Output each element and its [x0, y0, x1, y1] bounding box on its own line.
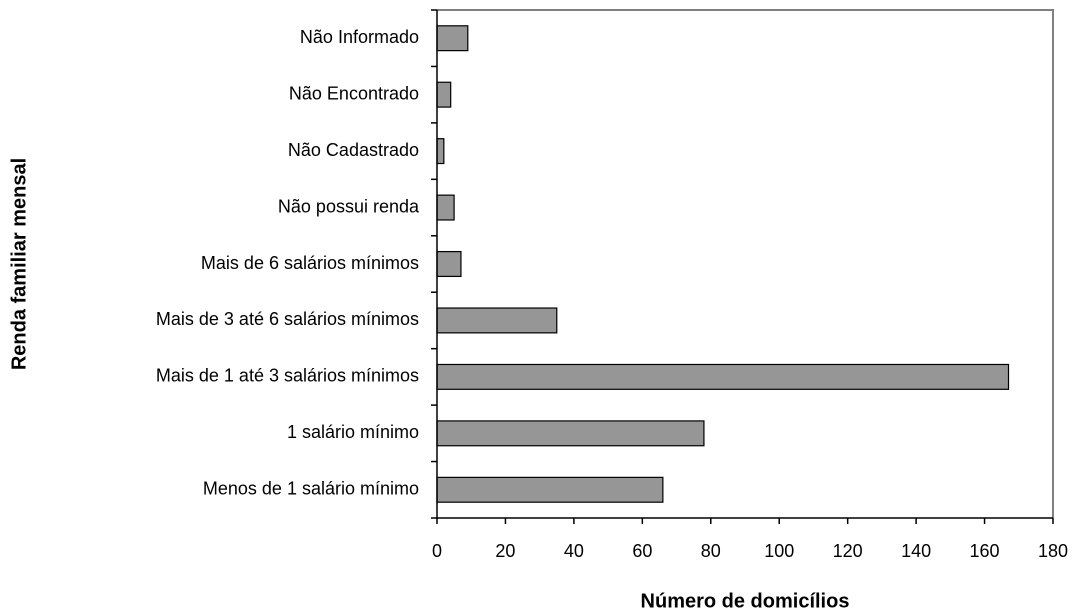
- bar: [436, 307, 558, 334]
- bar: [436, 81, 452, 108]
- x-tick-label: 140: [901, 541, 931, 561]
- x-tick-label: 120: [833, 541, 863, 561]
- x-tick-label: 80: [701, 541, 721, 561]
- y-tick-label: Não Cadastrado: [288, 140, 419, 160]
- y-axis-title: Renda familiar mensal: [8, 158, 30, 370]
- x-tick-label: 160: [970, 541, 1000, 561]
- y-tick-label: 1 salário mínimo: [287, 422, 419, 442]
- x-tick-label: 0: [432, 541, 442, 561]
- y-tick-label: Não Informado: [300, 27, 419, 47]
- x-tick-label: 40: [564, 541, 584, 561]
- bar: [436, 420, 705, 447]
- bar: [436, 476, 664, 503]
- bar: [436, 363, 1010, 390]
- bar: [436, 138, 445, 165]
- bar: [436, 194, 455, 221]
- x-tick-label: 60: [632, 541, 652, 561]
- x-tick-label: 100: [764, 541, 794, 561]
- y-tick-label: Mais de 3 até 6 salários mínimos: [156, 309, 419, 329]
- y-tick-label: Menos de 1 salário mínimo: [203, 479, 419, 499]
- x-axis-title: Número de domicílios: [641, 590, 850, 612]
- y-tick-label: Não Encontrado: [289, 83, 419, 103]
- bar: [436, 25, 469, 52]
- y-tick-label: Não possui renda: [278, 196, 420, 216]
- plot-border: [437, 9, 1054, 518]
- bar: [436, 250, 462, 278]
- y-tick-label: Mais de 6 salários mínimos: [201, 253, 419, 273]
- x-tick-label: 20: [495, 541, 515, 561]
- x-tick-label: 180: [1038, 541, 1068, 561]
- y-tick-label: Mais de 1 até 3 salários mínimos: [156, 366, 419, 386]
